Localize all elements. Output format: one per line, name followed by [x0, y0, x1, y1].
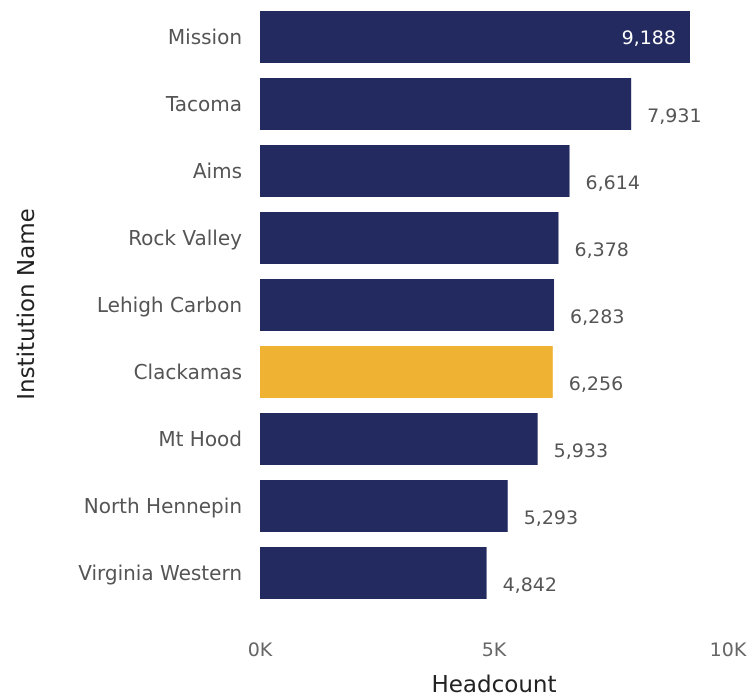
- bar-virginia-western: [260, 547, 487, 599]
- bar-lehigh-carbon: [260, 279, 555, 331]
- bar-mt-hood: [260, 413, 538, 465]
- value-label-tacoma: 7,931: [647, 105, 701, 127]
- bar-aims: [260, 145, 570, 197]
- bar-north-hennepin: [260, 480, 508, 532]
- bar-mission: [260, 11, 690, 63]
- bars-group: [260, 11, 690, 599]
- value-label-north-hennepin: 5,293: [524, 507, 578, 529]
- value-label-mission: 9,188: [622, 27, 676, 49]
- category-label-clackamas: Clackamas: [134, 360, 242, 384]
- category-label-aims: Aims: [193, 159, 242, 183]
- value-label-mt-hood: 5,933: [554, 440, 608, 462]
- y-axis-title: Institution Name: [14, 208, 40, 400]
- category-label-north-hennepin: North Hennepin: [84, 494, 242, 518]
- category-label-virginia-western: Virginia Western: [78, 561, 242, 585]
- x-axis-ticks: 0K 5K 10K: [248, 639, 747, 661]
- category-label-mt-hood: Mt Hood: [158, 427, 242, 451]
- category-label-rock-valley: Rock Valley: [128, 226, 242, 250]
- category-label-lehigh-carbon: Lehigh Carbon: [97, 293, 242, 317]
- x-tick-label: 5K: [482, 639, 507, 661]
- category-label-tacoma: Tacoma: [165, 92, 242, 116]
- x-tick-label: 0K: [248, 639, 273, 661]
- bar-clackamas: [260, 346, 553, 398]
- bar-rock-valley: [260, 212, 559, 264]
- value-label-clackamas: 6,256: [569, 373, 623, 395]
- value-label-virginia-western: 4,842: [503, 574, 557, 596]
- category-labels: Mission Tacoma Aims Rock Valley Lehigh Carbo…: [78, 25, 242, 585]
- value-label-aims: 6,614: [586, 172, 640, 194]
- x-axis-title: Headcount: [431, 672, 556, 697]
- bar-tacoma: [260, 78, 632, 130]
- value-label-rock-valley: 6,378: [574, 239, 628, 261]
- value-label-lehigh-carbon: 6,283: [570, 306, 624, 328]
- x-tick-label: 10K: [710, 639, 747, 661]
- category-label-mission: Mission: [168, 25, 242, 49]
- value-labels: 9,188 7,931 6,614 6,378 6,283 6,256 5,933 5,293…: [503, 27, 702, 596]
